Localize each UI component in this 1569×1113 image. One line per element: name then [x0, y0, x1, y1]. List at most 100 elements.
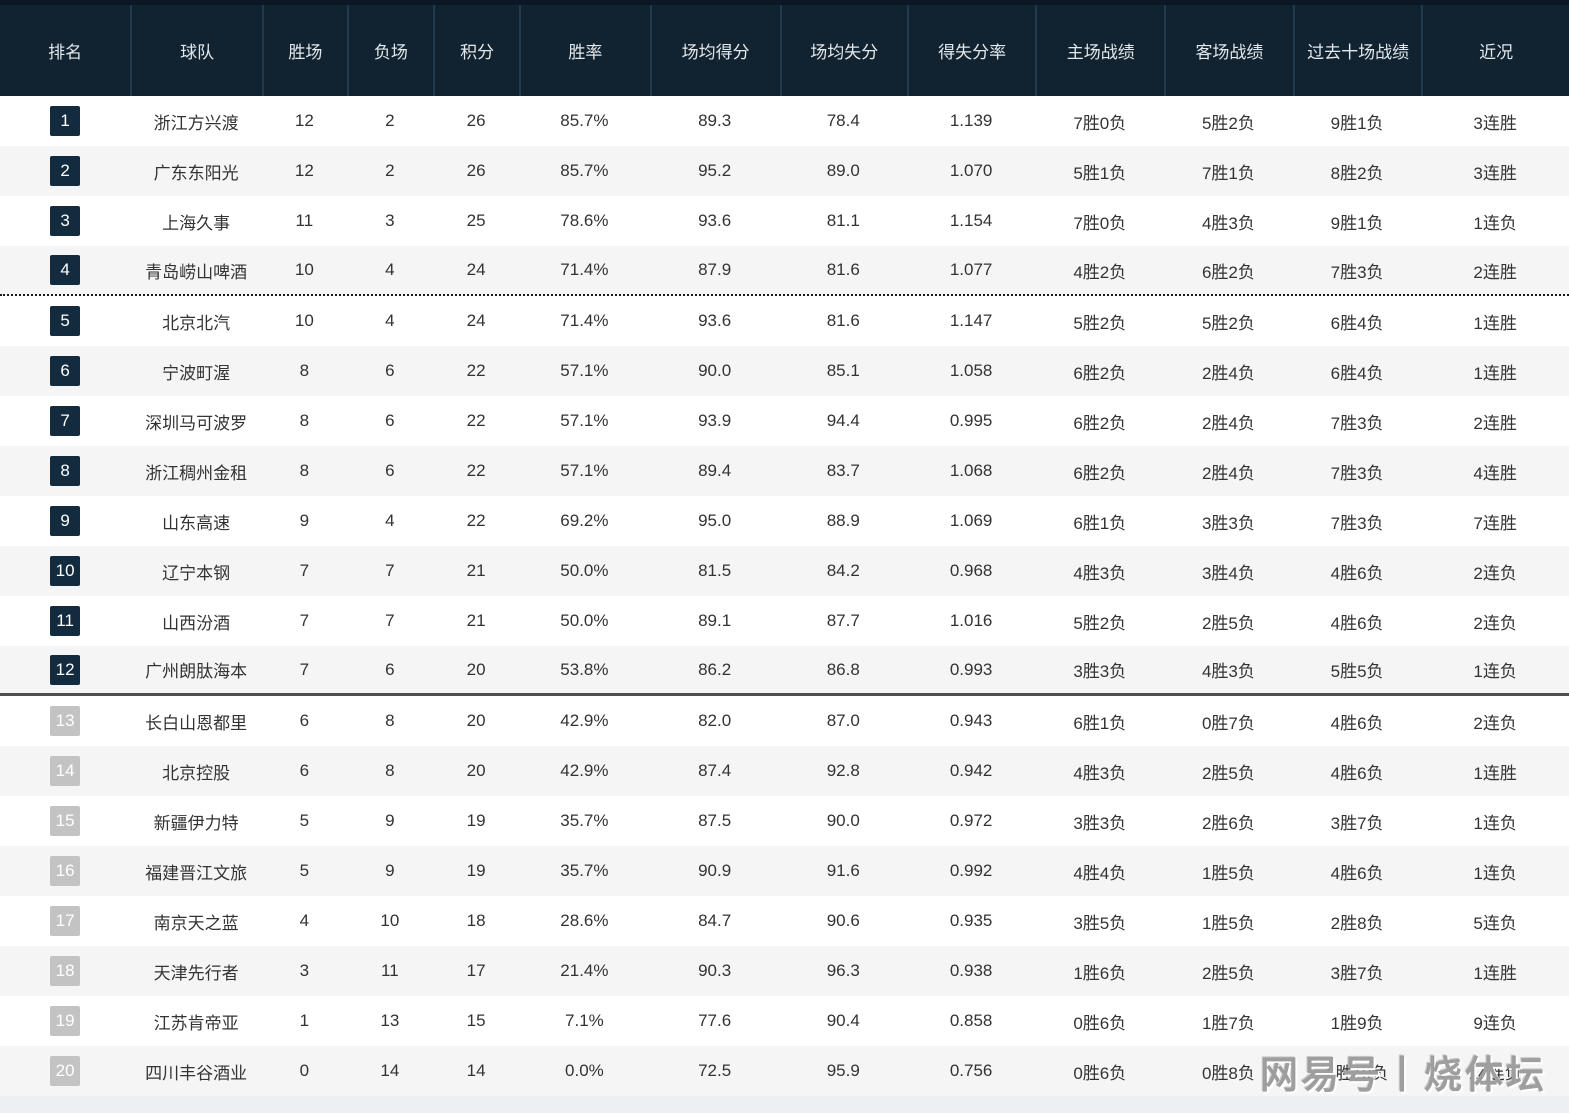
cell-streak: 1连胜: [1473, 363, 1517, 383]
cell-losses: 14: [380, 1061, 400, 1080]
cell-rank: 3: [0, 196, 130, 246]
cell-pts-against: 83.7: [826, 461, 860, 480]
cell-win-pct: 85.7%: [560, 111, 609, 130]
cell-wins: 7: [299, 659, 310, 679]
cell-last10: 9胜1负: [1330, 213, 1384, 233]
cell-away: 2胜5负: [1201, 613, 1255, 633]
cell-pts-against: 89.0: [826, 161, 860, 180]
cell-points: 22: [466, 361, 486, 380]
cell-pts-for: 89.1: [698, 611, 732, 630]
cell-ratio: 0.995: [949, 411, 993, 430]
cell-home: 0胜6负: [1073, 1063, 1127, 1083]
cell-ratio: 0.756: [949, 1061, 993, 1080]
cell-losses: 8: [385, 711, 395, 730]
cell-home: 5胜2负: [1073, 613, 1127, 633]
cell-pts-for: 87.4: [698, 761, 732, 780]
cell-ratio: 1.016: [949, 611, 993, 630]
cell-ratio: 0.993: [949, 659, 993, 679]
cell-losses: 8: [385, 761, 395, 780]
cell-home: 6胜2负: [1073, 463, 1127, 483]
cell-team: 南京天之蓝: [153, 913, 239, 933]
bottom-strip: [0, 1096, 1569, 1113]
cell-team: 广东东阳光: [153, 163, 239, 183]
column-header-wins: 胜场: [262, 5, 347, 96]
cell-pts-against: 87.0: [826, 711, 860, 730]
cell-home: 4胜3负: [1073, 563, 1127, 583]
cell-streak: 1连负: [1473, 213, 1517, 233]
cell-away: 0胜7负: [1201, 713, 1255, 733]
table-row: 19 江苏肯帝亚 1 13 15 7.1% 77.6 90.4 0.858 0胜6负 1胜7负 1胜9…: [0, 996, 1569, 1046]
cell-home: 1胜6负: [1073, 963, 1127, 983]
cell-team: 宁波町渥: [162, 363, 231, 383]
table-row: 1 浙江方兴渡 12 2 26 85.7% 89.3 78.4 1.139 7胜0负 5胜2负 9胜1…: [0, 96, 1569, 146]
cell-wins: 9: [299, 511, 310, 530]
cell-away: 3胜4负: [1201, 563, 1255, 583]
cell-away: 1胜5负: [1201, 863, 1255, 883]
column-header-last10: 过去十场战绩: [1292, 5, 1422, 96]
cell-points: 14: [466, 1061, 486, 1080]
cell-streak: 5连负: [1473, 913, 1517, 933]
cell-last10: 7胜3负: [1330, 413, 1384, 433]
cell-pts-against: 88.9: [826, 511, 860, 530]
cell-home: 3胜3负: [1073, 813, 1127, 833]
cell-last10: 6胜4负: [1330, 313, 1384, 333]
cell-points: 22: [466, 411, 486, 430]
cell-streak: 7连胜: [1473, 513, 1517, 533]
table-row: 20 四川丰谷酒业 0 14 14 0.0% 72.5 95.9 0.756 0胜6负 0胜8负 0胜…: [0, 1046, 1569, 1096]
rank-badge: 13: [50, 706, 81, 736]
table-row: 14 北京控股 6 8 20 42.9% 87.4 92.8 0.942 4胜3负 2胜5负 4胜6负…: [0, 746, 1569, 796]
rank-badge: 18: [50, 956, 81, 986]
cell-losses: 4: [385, 260, 395, 279]
cell-points: 21: [466, 611, 486, 630]
cell-team: 福建晋江文旅: [145, 863, 248, 883]
column-header-losses: 负场: [346, 5, 433, 96]
cell-pts-for: 87.5: [698, 811, 732, 830]
cell-pts-against: 91.6: [826, 861, 860, 880]
cell-away: 2胜5负: [1201, 763, 1255, 783]
cell-pts-against: 96.3: [826, 961, 860, 980]
cell-win-pct: 50.0%: [560, 561, 609, 580]
cell-home: 4胜4负: [1073, 863, 1127, 883]
cell-wins: 5: [299, 861, 310, 880]
cell-rank: 17: [0, 896, 130, 946]
table-body: 1 浙江方兴渡 12 2 26 85.7% 89.3 78.4 1.139 7胜0负 5胜2负 9胜1…: [0, 96, 1569, 1096]
cell-wins: 7: [299, 561, 310, 580]
cell-wins: 7: [299, 611, 310, 630]
cell-wins: 12: [294, 161, 314, 180]
cell-win-pct: 71.4%: [560, 311, 609, 330]
cell-pts-against: 86.8: [826, 659, 860, 679]
cell-wins: 1: [299, 1011, 310, 1030]
cell-ratio: 0.935: [949, 911, 993, 930]
cell-pts-against: 87.7: [826, 611, 860, 630]
cell-points: 21: [466, 561, 486, 580]
cell-losses: 6: [385, 461, 395, 480]
cell-pts-for: 87.9: [698, 260, 732, 279]
cell-pts-for: 81.5: [698, 561, 732, 580]
cell-losses: 6: [385, 411, 395, 430]
table-row: 12 广州朗肽海本 7 6 20 53.8% 86.2 86.8 0.993 3胜3负 4胜3负 5胜…: [0, 646, 1569, 696]
cell-away: 1胜7负: [1201, 1013, 1255, 1033]
cell-losses: 11: [381, 961, 399, 980]
cell-wins: 11: [295, 211, 314, 230]
cell-home: 7胜0负: [1073, 213, 1127, 233]
cell-home: 4胜2负: [1073, 262, 1127, 282]
cell-wins: 6: [299, 711, 310, 730]
cell-rank: 6: [0, 346, 130, 396]
cell-away: 5胜2负: [1201, 313, 1255, 333]
cell-home: 6胜1负: [1073, 713, 1127, 733]
cell-home: 5胜1负: [1073, 163, 1127, 183]
cell-points: 18: [466, 911, 486, 930]
cell-pts-for: 95.2: [698, 161, 732, 180]
cell-last10: 5胜5负: [1330, 662, 1384, 681]
cell-rank: 10: [0, 546, 130, 596]
rank-badge: 10: [50, 556, 81, 586]
column-header-home: 主场战绩: [1035, 5, 1165, 96]
cell-rank: 8: [0, 446, 130, 496]
table-row: 3 上海久事 11 3 25 78.6% 93.6 81.1 1.154 7胜0负 4胜3负 9胜1负…: [0, 196, 1569, 246]
cell-home: 7胜0负: [1073, 113, 1127, 133]
cell-ratio: 0.858: [949, 1011, 993, 1030]
cell-points: 17: [466, 961, 486, 980]
cell-pts-against: 92.8: [826, 761, 860, 780]
cell-rank: 15: [0, 796, 130, 846]
